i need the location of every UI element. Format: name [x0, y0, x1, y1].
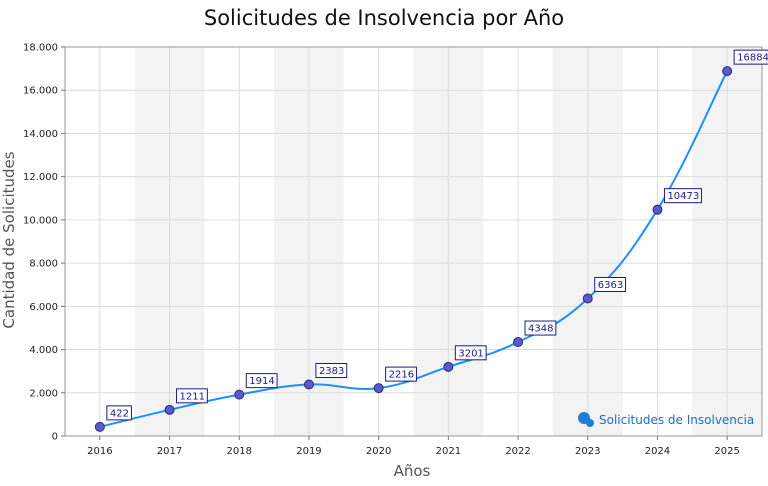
x-tick-label: 2017: [157, 446, 182, 457]
data-point[interactable]: [164, 404, 175, 415]
x-tick-label: 2022: [505, 446, 530, 457]
data-label-box: [663, 188, 702, 204]
x-tick-label: 2021: [436, 446, 461, 457]
y-tick-label: 10.000: [23, 215, 58, 226]
y-tick-label: 4.000: [29, 345, 58, 356]
y-tick-label: 18.000: [23, 43, 58, 54]
y-tick-label: 0: [52, 432, 58, 443]
y-tick-label: 6.000: [29, 302, 58, 313]
data-label: 3201: [454, 345, 487, 361]
x-tick-label: 2019: [296, 446, 321, 457]
x-axis-label: Años: [394, 462, 431, 480]
data-label-box: [245, 373, 278, 389]
y-tick-label: 2.000: [29, 388, 58, 399]
y-tick-label: 14.000: [23, 129, 58, 140]
data-label-box: [106, 405, 132, 421]
data-label-text: 10473: [667, 191, 699, 202]
data-label-text: 422: [110, 408, 129, 419]
data-label-box: [733, 49, 768, 65]
data-label-text: 2383: [319, 366, 344, 377]
data-points: [94, 66, 733, 432]
y-tick-label: 8.000: [29, 259, 58, 270]
x-axis-ticks: 2016 2017 2018 2019 2020 2021 2022 2023 2024 2025: [87, 436, 740, 457]
data-label: 2383: [315, 363, 348, 379]
data-point[interactable]: [582, 293, 593, 304]
data-label-text: 3201: [458, 348, 483, 359]
data-label-box: [594, 276, 627, 292]
data-label: 2216: [385, 366, 417, 382]
x-tick-label: 2025: [714, 446, 739, 457]
data-label-text: 2216: [389, 370, 414, 381]
data-point[interactable]: [513, 337, 524, 348]
legend-icon: [578, 412, 594, 427]
data-label: 10473: [663, 188, 702, 204]
data-label: 4348: [524, 320, 557, 336]
data-point[interactable]: [652, 204, 663, 215]
y-tick-label: 16.000: [23, 86, 58, 97]
series-line: [99, 70, 729, 428]
data-label-box: [524, 320, 557, 336]
data-label-box: [176, 388, 208, 404]
plot-frame: [64, 46, 763, 437]
data-label-text: 4348: [528, 324, 553, 335]
y-tick-label: 12.000: [23, 172, 58, 183]
data-point[interactable]: [94, 421, 105, 432]
x-tick-label: 2016: [87, 446, 112, 457]
x-tick-label: 2024: [645, 446, 670, 457]
data-label-text: 6363: [598, 280, 623, 291]
data-point[interactable]: [303, 379, 314, 390]
data-label-box: [315, 363, 348, 379]
data-label-box: [385, 366, 417, 382]
data-label: 1211: [176, 388, 208, 404]
data-point[interactable]: [443, 361, 454, 372]
data-point[interactable]: [234, 389, 245, 400]
data-labels: 422 1211 1914 2383 2216 3201 4348 6363 10473 1688…: [106, 49, 768, 421]
data-label-text: 1914: [249, 376, 274, 387]
data-point[interactable]: [722, 66, 733, 77]
data-label-text: 16884: [737, 53, 768, 64]
x-tick-label: 2018: [227, 446, 252, 457]
y-axis-ticks: 0 2.000 4.000 6.000 8.000 10.000 12.000 14.000 1…: [23, 43, 65, 443]
data-label: 1914: [245, 373, 278, 389]
data-label: 16884: [733, 49, 768, 65]
x-tick-label: 2020: [366, 446, 391, 457]
legend[interactable]: Solicitudes de Insolvencia: [578, 412, 754, 427]
data-label-text: 1211: [180, 391, 205, 402]
data-point[interactable]: [373, 383, 384, 394]
y-axis-label: Cantidad de Solicitudes: [0, 151, 18, 328]
data-label-box: [454, 345, 487, 361]
legend-label: Solicitudes de Insolvencia: [599, 413, 754, 427]
data-label: 6363: [594, 276, 627, 292]
x-tick-label: 2023: [575, 446, 600, 457]
chart-title: Solicitudes de Insolvencia por Año: [203, 6, 565, 30]
data-label: 422: [106, 405, 132, 421]
